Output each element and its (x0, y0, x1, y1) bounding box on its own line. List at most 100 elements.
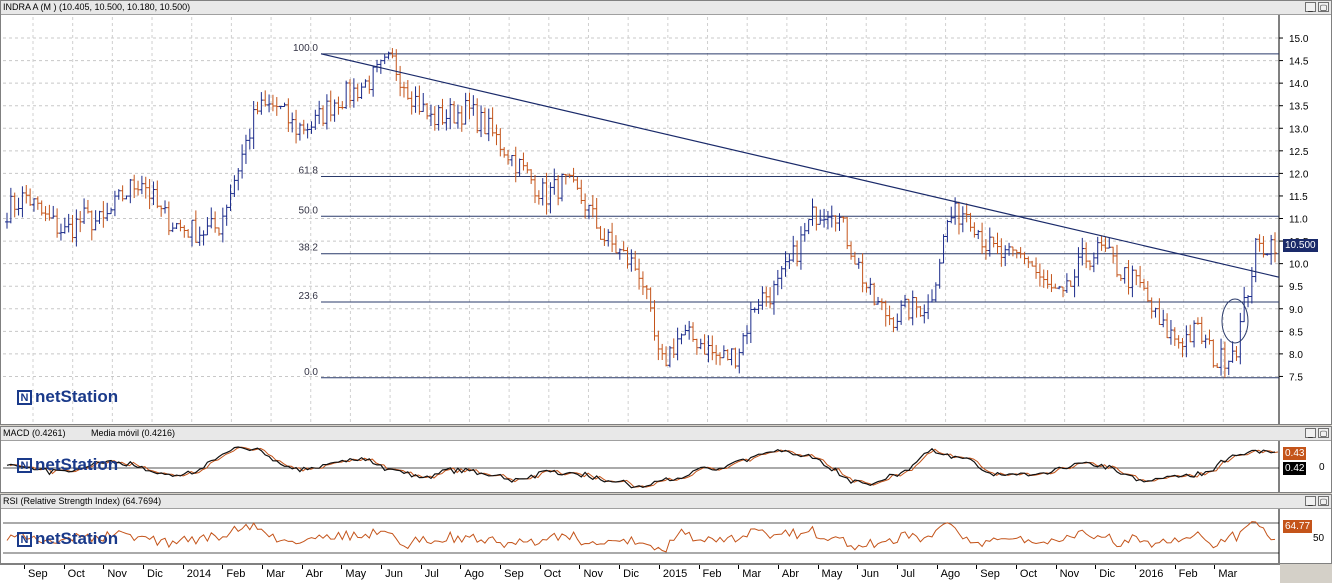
candle (209, 207, 214, 229)
candle (536, 190, 541, 205)
fibonacci-label: 0.0 (304, 367, 318, 378)
candle (637, 258, 642, 290)
candle (872, 282, 877, 306)
candle (205, 217, 210, 236)
candle (945, 219, 950, 243)
month-tick (262, 565, 264, 569)
candle (972, 222, 977, 238)
candle (28, 188, 33, 206)
month-tick (1055, 565, 1057, 569)
fibonacci-label: 50.0 (299, 205, 319, 216)
candle (112, 190, 117, 217)
candle (93, 210, 98, 231)
candle (413, 86, 418, 113)
macd-minimize-button[interactable]: _ (1305, 428, 1316, 438)
candle (297, 122, 302, 141)
candle (101, 201, 106, 228)
price-chart: 15.014.514.013.513.012.512.011.511.010.5… (3, 15, 1309, 424)
month-tick (976, 565, 978, 569)
candle (1045, 270, 1050, 289)
month-label: Sep (980, 568, 1000, 580)
candle (1041, 269, 1046, 288)
candle (606, 229, 611, 247)
month-tick (1134, 565, 1136, 569)
month-label: May (821, 568, 843, 580)
month-label: Mar (1218, 568, 1238, 580)
candle (367, 75, 372, 94)
macd-zero-label: 0 (1319, 462, 1325, 473)
candle (744, 325, 749, 345)
candle (810, 198, 815, 226)
candle (1253, 238, 1258, 283)
candle (309, 121, 314, 134)
candle (1172, 327, 1177, 346)
rsi-minimize-button[interactable]: _ (1305, 496, 1316, 506)
candle (818, 209, 823, 225)
month-label: Mar (742, 568, 762, 580)
candle (883, 300, 888, 327)
month-label: Nov (107, 568, 127, 580)
candle (548, 182, 553, 214)
candle (1049, 274, 1054, 293)
candle (621, 241, 626, 252)
candle (879, 298, 884, 311)
candle (798, 226, 803, 270)
candle (1114, 244, 1119, 278)
candle (74, 209, 79, 247)
candle (455, 104, 460, 129)
month-label: Abr (305, 568, 323, 580)
candle (1211, 339, 1216, 368)
candle (5, 212, 9, 229)
candle (987, 227, 992, 257)
candle (220, 207, 225, 243)
candle (1103, 236, 1108, 252)
candle (170, 222, 175, 233)
fibonacci-label: 100.0 (293, 43, 318, 54)
candle (822, 208, 827, 228)
candle (247, 128, 252, 150)
candle (479, 105, 484, 138)
candle (710, 335, 715, 361)
candle (278, 106, 283, 110)
month-tick (420, 565, 422, 569)
month-tick (1174, 565, 1176, 569)
month-tick (698, 565, 700, 569)
rsi-restore-button[interactable]: ▢ (1318, 496, 1329, 506)
candle (852, 251, 857, 265)
candle (733, 347, 738, 369)
month-tick (857, 565, 859, 569)
candle (259, 92, 264, 115)
candle (1219, 338, 1224, 376)
candle (116, 189, 121, 200)
y-tick-label: 11.5 (1289, 192, 1308, 203)
candle (143, 176, 148, 199)
candle (182, 225, 187, 238)
candle (236, 168, 241, 191)
macd-restore-button[interactable]: ▢ (1318, 428, 1329, 438)
candle (845, 217, 850, 250)
candle (8, 187, 13, 224)
candle (444, 109, 449, 131)
candle (1122, 267, 1127, 284)
candle (540, 178, 545, 206)
candle (1014, 249, 1019, 259)
candle (12, 192, 17, 218)
candle (556, 175, 561, 206)
candle (224, 204, 229, 226)
month-label: Oct (1019, 568, 1038, 580)
candle (1222, 341, 1227, 378)
candle (35, 196, 40, 210)
candle (317, 100, 322, 125)
macd-panel-titlebar: MACD (0.4261) Media móvil (0.4216) _ ▢ (1, 427, 1331, 441)
month-label: Feb (1178, 568, 1198, 580)
candle (783, 251, 788, 277)
candle (1199, 316, 1204, 345)
candle (448, 98, 453, 130)
price-panel: INDRA A (M ) (10.405, 10.500, 10.180, 10… (0, 0, 1332, 425)
candle (864, 282, 869, 293)
rsi-line (6, 521, 1276, 553)
candle (906, 298, 911, 321)
restore-button[interactable]: ▢ (1318, 2, 1329, 12)
minimize-button[interactable]: _ (1305, 2, 1316, 12)
candle (741, 332, 746, 356)
